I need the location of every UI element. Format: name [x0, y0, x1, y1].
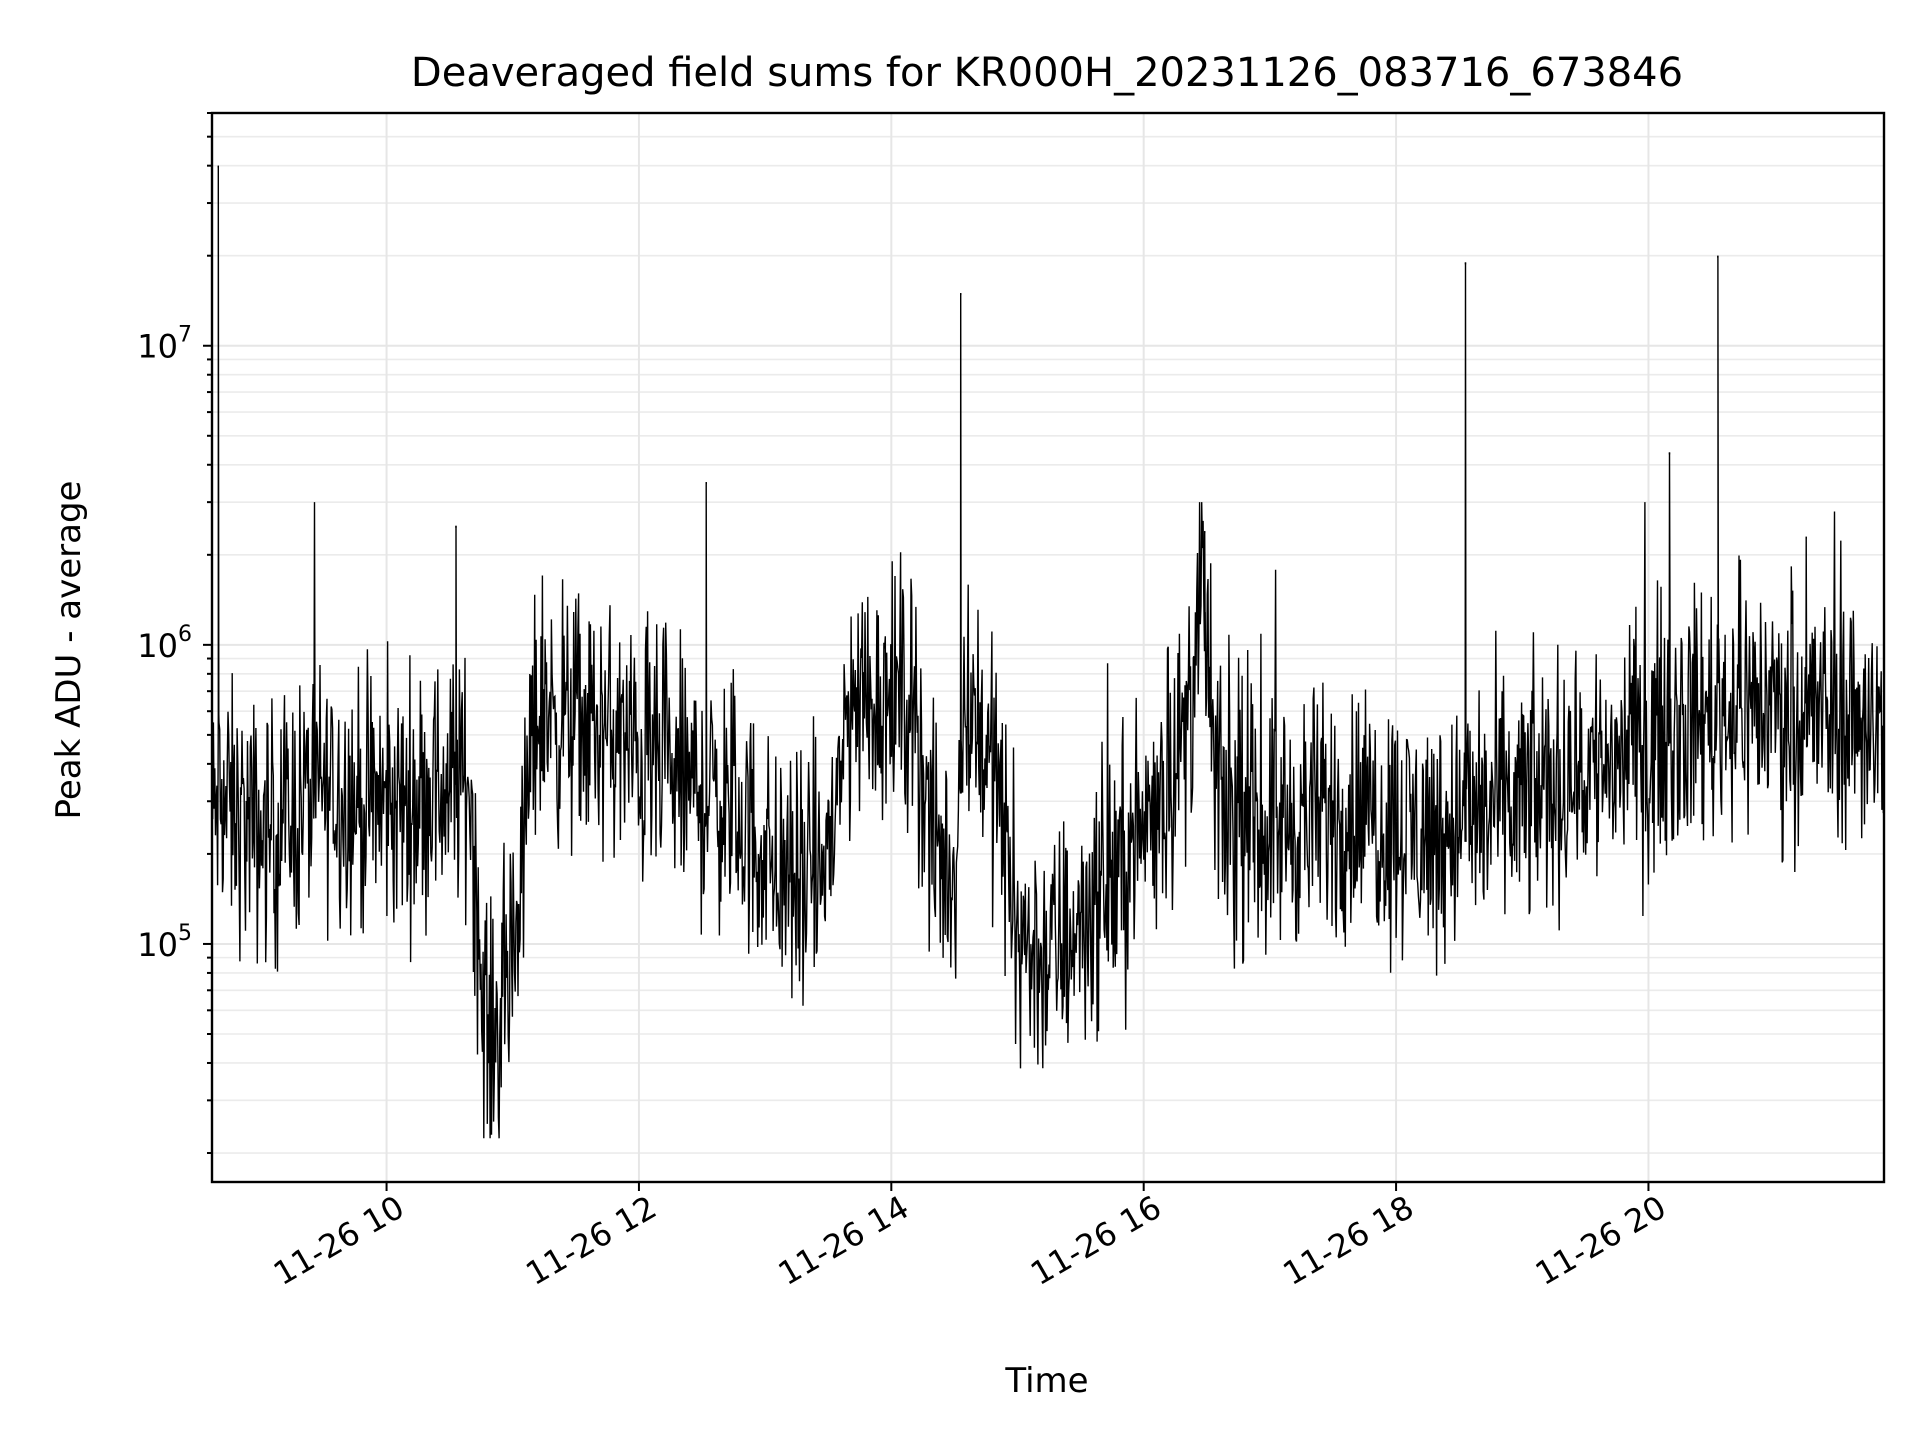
- x-tick-label: 11-26 16: [1024, 1188, 1168, 1293]
- x-tick-label: 11-26 12: [519, 1188, 663, 1293]
- x-axis-label: Time: [1004, 1361, 1088, 1401]
- plot-frame: [210, 111, 1886, 1184]
- x-axis: 11-26 10 11-26 12 11-26 14 11-26 16 11-26 18…: [267, 1182, 1672, 1293]
- y-tick-label: 107: [137, 323, 192, 366]
- x-tick-label: 11-26 20: [1529, 1188, 1673, 1293]
- x-tick-label: 11-26 10: [267, 1188, 411, 1293]
- chart-title: Deaveraged field sums for KR000H_2023112…: [411, 50, 1683, 96]
- series-layer: [212, 165, 1884, 1139]
- y-tick-label: 105: [137, 921, 192, 964]
- y-tick-label: 106: [137, 622, 192, 665]
- major-gridlines: [212, 113, 1884, 1182]
- x-tick-label: 11-26 18: [1276, 1188, 1420, 1293]
- x-tick-label: 11-26 14: [772, 1188, 916, 1293]
- y-axis: 105 106 107: [137, 112, 212, 1155]
- y-axis-label: Peak ADU - average: [49, 481, 89, 820]
- series-line: [212, 165, 1884, 1139]
